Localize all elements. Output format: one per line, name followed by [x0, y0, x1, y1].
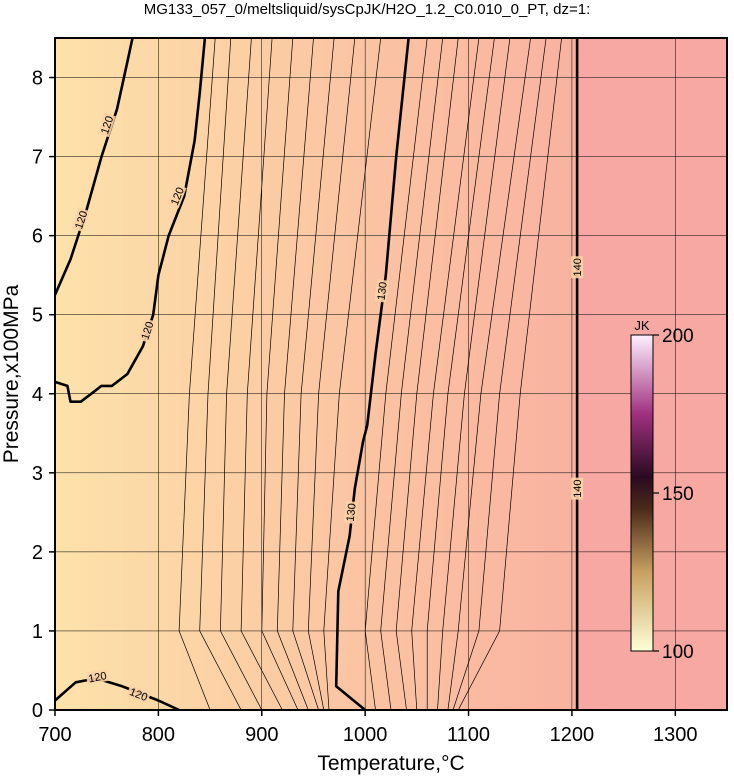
contour-label: 120 [139, 320, 156, 341]
contour-label-group: 130 [343, 500, 359, 524]
contour-major [55, 677, 180, 710]
x-tick-label: 1000 [343, 724, 388, 746]
contour-label: 120 [87, 670, 107, 685]
colorbar-tick-label: 150 [662, 484, 694, 505]
contour-major [55, 38, 134, 296]
y-tick-label: 4 [32, 384, 43, 406]
contour-label-bg [343, 500, 358, 524]
contour-label-group: 120 [71, 207, 90, 233]
plot-frame [54, 37, 728, 711]
contour-label-bg [71, 207, 90, 233]
contour-minor [240, 38, 283, 710]
contour-label-bg [85, 668, 110, 685]
x-tick-label: 700 [38, 724, 71, 746]
y-tick-label: 8 [32, 68, 43, 90]
contour-label: 130 [345, 503, 359, 523]
x-tick-label: 1100 [447, 724, 490, 746]
contour-label-bg [374, 279, 390, 303]
colorbar-tick-label: 100 [662, 642, 694, 663]
contour-label: 130 [376, 281, 390, 301]
contour-label: 120 [99, 115, 116, 136]
y-tick-label: 3 [32, 463, 43, 485]
contour-minor [199, 38, 242, 710]
contour-label-bg [126, 684, 152, 704]
x-tick-label: 1200 [550, 724, 595, 746]
chart-title: MG133_057_0/meltsliquid/sysCpJK/H2O_1.2_… [144, 1, 591, 18]
x-tick-label: 800 [142, 724, 175, 746]
y-tick-label: 1 [32, 621, 43, 643]
x-tick-label: 1300 [653, 724, 698, 746]
x-axis-label: Temperature,°C [317, 752, 464, 775]
contour-label-bg [137, 318, 157, 343]
y-tick-label: 0 [32, 700, 43, 722]
contour-label-bg [571, 256, 584, 279]
contour-minor [426, 38, 495, 710]
contour-label-bg [167, 183, 187, 209]
field-left [55, 38, 577, 710]
colorbar [630, 334, 654, 652]
y-tick-label: 2 [32, 542, 43, 564]
contour-minor [292, 38, 335, 710]
contour-label-group: 120 [97, 112, 116, 138]
contour-label-group: 130 [374, 279, 390, 303]
x-tick-label: 900 [245, 724, 278, 746]
colorbar-ticks [653, 334, 659, 652]
contour-minor [395, 38, 459, 710]
contour-minor [457, 38, 562, 710]
contour-label-bg [571, 477, 584, 500]
contour-label-group: 120 [137, 318, 157, 343]
y-tick-label: 6 [32, 226, 43, 248]
colorbar-label: JK [634, 318, 650, 333]
contour-minor [452, 38, 547, 710]
contour-minor [364, 38, 428, 710]
contour-major [334, 38, 410, 710]
contour-minor [307, 38, 356, 710]
contour-minor [276, 38, 314, 710]
y-axis-label: Pressure,x100MPa [0, 284, 23, 463]
contour-minor [411, 38, 480, 710]
y-tick-label: 7 [32, 147, 43, 169]
contour-minor [261, 38, 299, 710]
contour-minor [220, 38, 263, 710]
contour-label-bg [97, 112, 116, 138]
contour-minor [323, 38, 382, 710]
y-tick-label: 5 [32, 305, 43, 327]
colorbar-tick-label: 200 [662, 326, 694, 347]
contour-major [55, 38, 207, 403]
contour-label-group: 120 [85, 668, 110, 685]
contour-minor [380, 38, 444, 710]
contour-label: 120 [73, 210, 90, 231]
contour-minor [437, 38, 511, 710]
contour-minor [447, 38, 531, 710]
contour-label-group: 140 [571, 256, 584, 279]
contour-label: 140 [572, 258, 584, 276]
contour-label: 140 [572, 479, 584, 497]
contour-label-group: 140 [571, 477, 584, 500]
contour-minor [178, 38, 216, 710]
